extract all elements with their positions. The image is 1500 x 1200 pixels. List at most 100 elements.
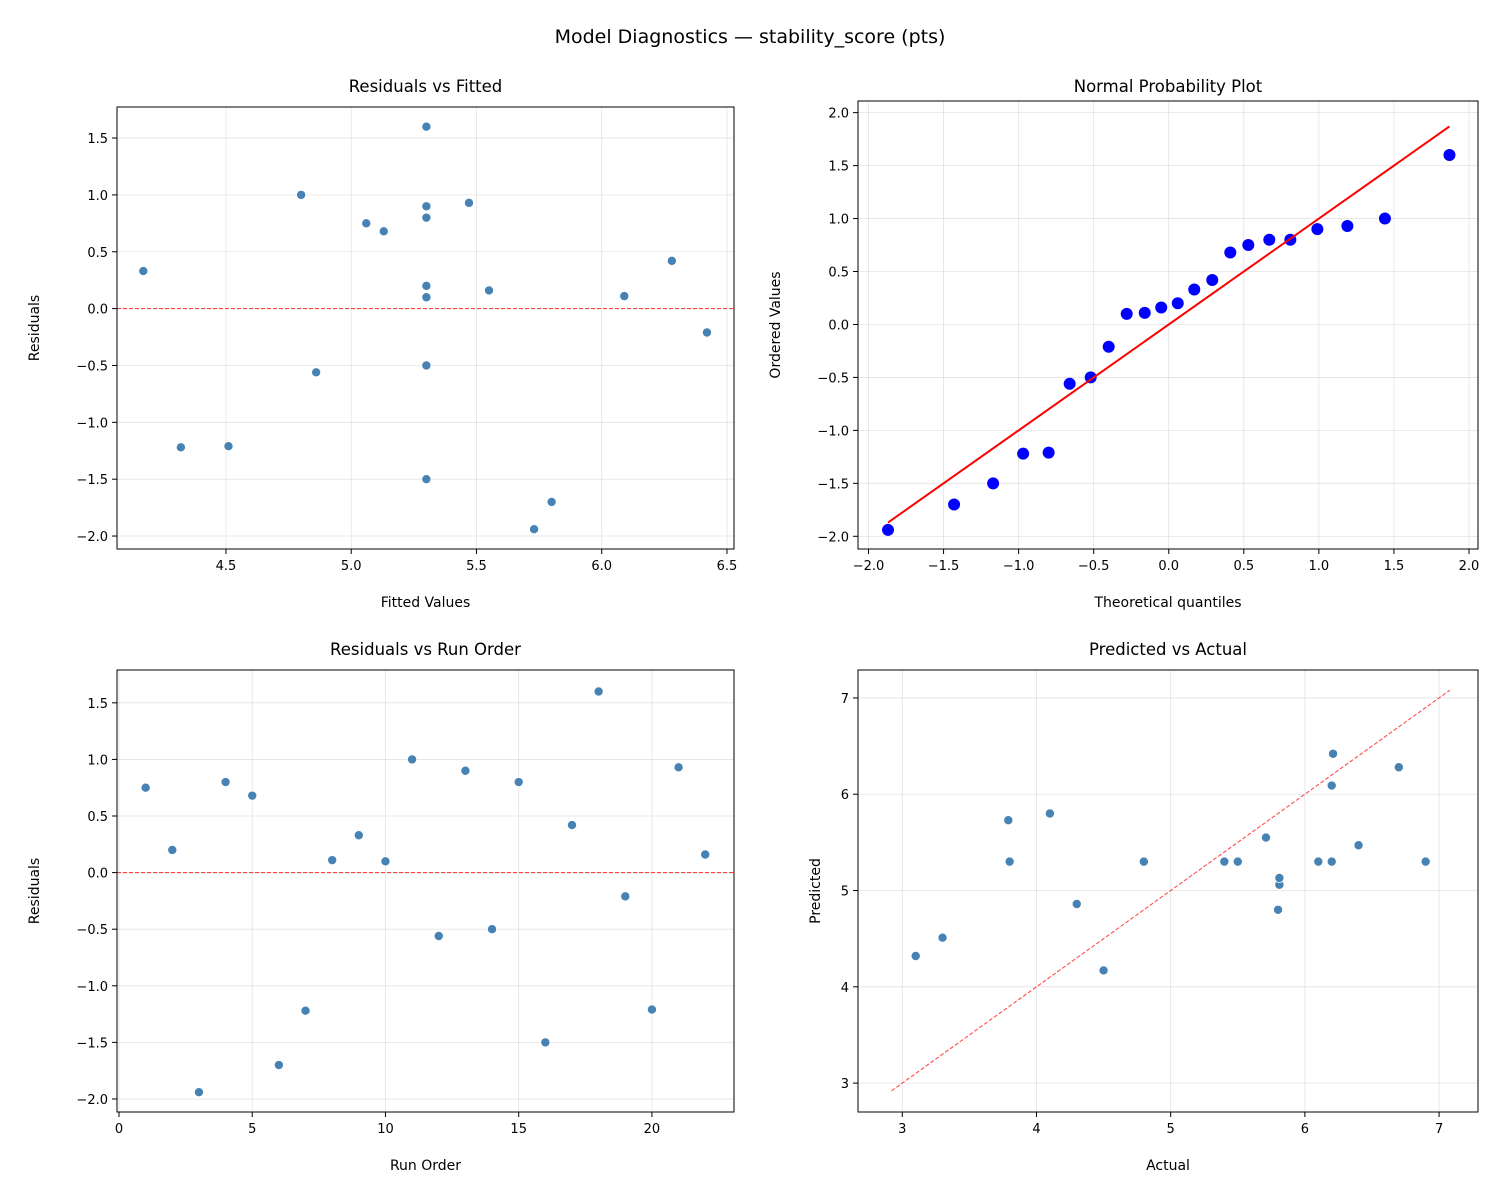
- x-axis-label: Actual: [1146, 1158, 1190, 1174]
- data-point: [421, 360, 432, 371]
- data-point: [646, 1004, 657, 1015]
- data-point: [1003, 815, 1014, 826]
- data-point: [311, 367, 322, 378]
- y-tick-label: 7: [841, 692, 849, 707]
- data-point: [1138, 856, 1149, 867]
- data-point: [701, 327, 712, 338]
- data-point: [167, 844, 178, 855]
- data-point: [487, 924, 498, 935]
- y-tick-label: −1.5: [817, 477, 849, 492]
- data-point: [1393, 762, 1404, 773]
- y-tick-label: 0.5: [87, 246, 108, 261]
- y-tick-label: 1.5: [87, 132, 108, 147]
- data-point: [220, 777, 231, 788]
- y-tick-label: 5: [841, 885, 849, 900]
- data-point: [882, 523, 895, 536]
- data-point: [361, 218, 372, 229]
- x-tick-label: 5: [248, 1122, 256, 1137]
- data-point: [1313, 856, 1324, 867]
- x-tick-label: −0.5: [1078, 559, 1110, 574]
- data-point: [247, 790, 258, 801]
- data-point: [1353, 840, 1364, 851]
- x-tick-label: −2.0: [853, 559, 885, 574]
- panel-title: Normal Probability Plot: [1074, 77, 1263, 96]
- data-point: [1042, 446, 1055, 459]
- y-tick-label: 2.0: [828, 107, 849, 122]
- data-point: [327, 855, 338, 866]
- data-point: [1084, 371, 1097, 384]
- data-point: [566, 820, 577, 831]
- x-tick-label: 6.0: [591, 559, 612, 574]
- panel-title: Residuals vs Run Order: [330, 640, 521, 659]
- data-point: [620, 891, 631, 902]
- identity-line: [891, 689, 1451, 1092]
- data-point: [353, 830, 364, 841]
- x-tick-label: 3: [898, 1122, 906, 1137]
- data-point: [1098, 965, 1109, 976]
- data-point: [138, 266, 149, 277]
- data-point: [380, 856, 391, 867]
- y-tick-label: 4: [841, 981, 849, 996]
- data-point: [1155, 301, 1168, 314]
- x-tick-label: 15: [510, 1122, 527, 1137]
- data-point: [1071, 899, 1082, 910]
- data-point: [1260, 832, 1271, 843]
- x-tick-label: 0: [115, 1122, 123, 1137]
- y-axis-label: Residuals: [27, 858, 43, 924]
- y-tick-label: 6: [841, 788, 849, 803]
- y-tick-label: −0.5: [817, 371, 849, 386]
- x-tick-label: 7: [1435, 1122, 1443, 1137]
- data-point: [1017, 447, 1030, 460]
- data-point: [421, 201, 432, 212]
- data-point: [463, 197, 474, 208]
- data-point: [1326, 780, 1337, 791]
- x-tick-label: 4.5: [216, 559, 237, 574]
- fit-line: [887, 125, 1451, 524]
- data-point: [1004, 856, 1015, 867]
- data-point: [529, 524, 540, 535]
- axes-frame: [116, 106, 735, 550]
- axes-frame: [857, 669, 1479, 1113]
- y-tick-label: 0.5: [828, 266, 849, 281]
- data-point: [378, 226, 389, 237]
- data-point: [948, 498, 961, 511]
- data-point: [484, 285, 495, 296]
- data-point: [1063, 377, 1076, 390]
- y-tick-label: 0.0: [87, 303, 108, 318]
- data-point: [666, 255, 677, 266]
- data-point: [593, 686, 604, 697]
- data-point: [1188, 283, 1201, 296]
- residuals-vs-fitted-panel: Residuals vs Fitted Fitted Values Residu…: [27, 77, 737, 611]
- data-point: [1326, 856, 1337, 867]
- panel-title: Predicted vs Actual: [1089, 640, 1247, 659]
- data-point: [300, 1005, 311, 1016]
- data-point: [1341, 219, 1354, 232]
- x-tick-label: 5.5: [466, 559, 487, 574]
- data-point: [460, 765, 471, 776]
- data-point: [1273, 904, 1284, 915]
- y-tick-label: 1.0: [87, 753, 108, 768]
- panel-title: Residuals vs Fitted: [349, 77, 503, 96]
- y-tick-label: 1.5: [828, 160, 849, 175]
- y-tick-label: 0.5: [87, 810, 108, 825]
- predicted-vs-actual-panel: Predicted vs Actual Actual Predicted 3 4 5…: [808, 640, 1479, 1174]
- x-tick-label: 2.0: [1459, 559, 1480, 574]
- x-axis-label: Run Order: [390, 1158, 461, 1174]
- data-point: [1171, 297, 1184, 310]
- y-tick-label: −1.5: [76, 1036, 108, 1051]
- data-point: [421, 121, 432, 132]
- x-tick-label: 5.0: [341, 559, 362, 574]
- data-point: [175, 442, 186, 453]
- y-tick-label: 1.5: [87, 697, 108, 712]
- x-axis-label: Fitted Values: [381, 595, 471, 611]
- data-point: [987, 477, 1000, 490]
- x-tick-label: −1.0: [1003, 559, 1035, 574]
- data-point: [421, 280, 432, 291]
- data-point: [1120, 307, 1133, 320]
- normal-probability-panel: Normal Probability Plot Theoretical quan…: [768, 77, 1479, 611]
- data-point: [273, 1060, 284, 1071]
- x-tick-label: 5: [1167, 1122, 1175, 1137]
- data-point: [673, 762, 684, 773]
- y-tick-label: −1.0: [76, 416, 108, 431]
